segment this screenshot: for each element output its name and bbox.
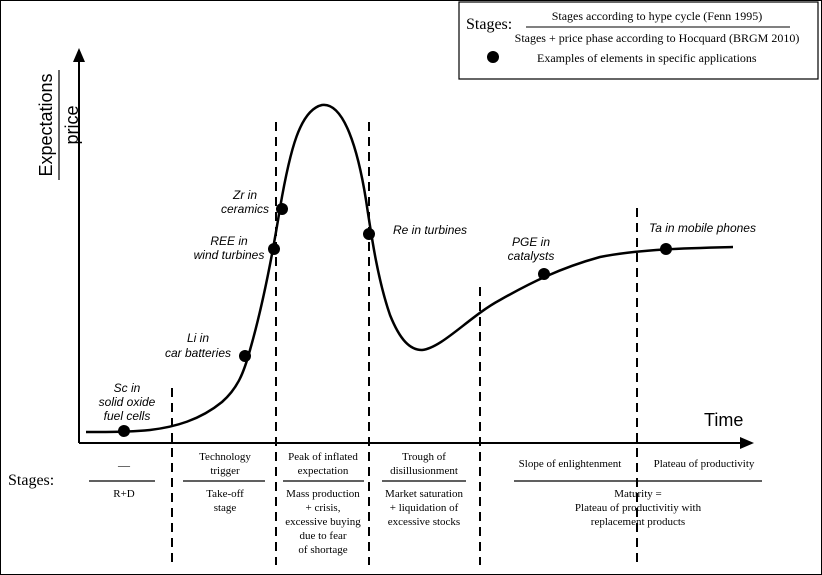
stage-peak-bottom-4: due to fear bbox=[299, 530, 346, 542]
stage-peak-bottom-1: Mass production bbox=[286, 488, 360, 500]
example-dot-pge bbox=[538, 268, 550, 280]
stage-trigger-top-1: Technology bbox=[199, 451, 251, 463]
stage-trough-bottom-1: Market saturation bbox=[385, 488, 463, 500]
example-re-line-1: Re in turbines bbox=[393, 223, 467, 237]
example-label-ree: REE in wind turbines bbox=[194, 234, 265, 262]
example-label-zr: Zr in ceramics bbox=[221, 188, 269, 216]
stage-trough-bottom-2: + liquidation of bbox=[390, 502, 459, 514]
stage-maturity-line-3: replacement products bbox=[591, 516, 685, 528]
stage-maturity-line-2: Plateau of productivitiy with bbox=[575, 502, 702, 514]
stage-maturity-line-1: Maturity = bbox=[614, 488, 661, 500]
example-label-sc: Sc in solid oxide fuel cells bbox=[99, 381, 156, 423]
x-axis-label: Time bbox=[704, 410, 743, 430]
stage-peak-bottom-2: + crisis, bbox=[306, 502, 341, 514]
stage-peak-top-1: Peak of inflated bbox=[288, 451, 358, 463]
example-dot-ta bbox=[660, 243, 672, 255]
example-dot-li bbox=[239, 350, 251, 362]
example-sc-line-3: fuel cells bbox=[104, 409, 151, 423]
example-li-line-1: Li in bbox=[187, 331, 209, 345]
stage-rd-bottom: R+D bbox=[113, 488, 135, 500]
example-pge-line-1: PGE in bbox=[512, 235, 550, 249]
legend-box bbox=[458, 1, 819, 80]
example-dot-ree bbox=[268, 243, 280, 255]
example-dot-re bbox=[363, 228, 375, 240]
example-label-re: Re in turbines bbox=[393, 223, 467, 237]
example-label-pge: PGE in catalysts bbox=[508, 235, 555, 263]
stage-trigger-bottom-1: Take-off bbox=[206, 488, 244, 500]
legend-examples-label: Examples of elements in specific applica… bbox=[537, 51, 757, 65]
legend-stage-line-bottom: Stages + price phase according to Hocqua… bbox=[515, 31, 800, 45]
example-sc-line-1: Sc in bbox=[114, 381, 141, 395]
stage-trough-top-2: disillusionment bbox=[390, 465, 458, 477]
example-label-li: Li in car batteries bbox=[165, 331, 231, 360]
stage-trough-top-1: Trough of bbox=[402, 451, 446, 463]
stage-trigger-top-2: trigger bbox=[210, 465, 240, 477]
example-dot-zr bbox=[276, 203, 288, 215]
legend-example-dot bbox=[487, 51, 499, 63]
example-pge-line-2: catalysts bbox=[508, 249, 555, 263]
example-ta-line-1: Ta in mobile phones bbox=[649, 221, 756, 235]
example-sc-line-2: solid oxide bbox=[99, 395, 156, 409]
hype-cycle-curve bbox=[85, 103, 734, 434]
stage-peak-top-2: expectation bbox=[298, 465, 349, 477]
example-label-ta: Ta in mobile phones bbox=[649, 221, 756, 235]
example-ree-line-2: wind turbines bbox=[194, 248, 265, 262]
y-axis-label-bottom: price bbox=[62, 105, 82, 144]
example-ree-line-1: REE in bbox=[210, 234, 248, 248]
y-axis-label-group: Expectations price bbox=[36, 70, 82, 180]
stage-slope-top: Slope of enlightenment bbox=[519, 458, 622, 470]
stage-peak-bottom-3: excessive buying bbox=[285, 516, 361, 528]
y-axis-arrowhead bbox=[73, 48, 85, 62]
example-zr-line-2: ceramics bbox=[221, 202, 269, 216]
y-axis-label-top: Expectations bbox=[36, 73, 56, 176]
stage-peak-bottom-5: of shortage bbox=[298, 544, 347, 556]
example-li-line-2: car batteries bbox=[165, 346, 231, 360]
legend-stage-line-top: Stages according to hype cycle (Fenn 199… bbox=[552, 9, 763, 23]
stage-rd-top: — bbox=[117, 458, 131, 472]
example-dot-sc bbox=[118, 425, 130, 437]
stage-plateau-top: Plateau of productivity bbox=[654, 458, 755, 470]
example-zr-line-1: Zr in bbox=[232, 188, 257, 202]
legend-stages-label: Stages: bbox=[466, 16, 512, 33]
x-axis-arrowhead bbox=[740, 437, 754, 449]
stages-row-label: Stages: bbox=[8, 472, 54, 489]
stage-trough-bottom-3: excessive stocks bbox=[388, 516, 460, 528]
stage-trigger-bottom-2: stage bbox=[214, 502, 237, 514]
